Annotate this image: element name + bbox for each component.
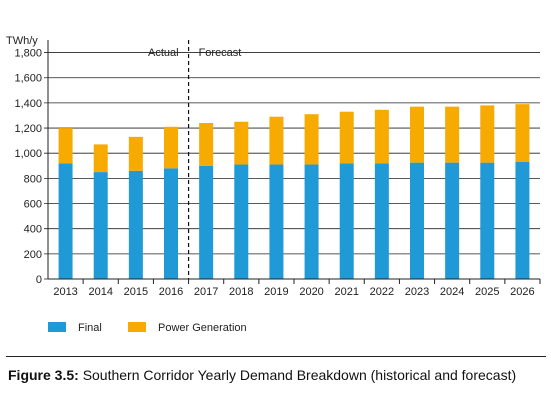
bar-final xyxy=(374,163,389,279)
bars xyxy=(58,104,530,279)
x-tick-labels: 2013 2014 2015 2016 2017 2018 2019 2020 2021 2022… xyxy=(53,279,541,298)
legend: Final Power Generation xyxy=(48,322,247,334)
bar-power-generation xyxy=(93,144,108,173)
x-tick-label: 2024 xyxy=(440,286,464,298)
x-tick-label: 2021 xyxy=(334,286,358,298)
bar-final xyxy=(128,170,143,279)
x-tick-label: 2014 xyxy=(88,286,112,298)
bar-power-generation xyxy=(164,126,178,169)
legend-swatch xyxy=(128,322,146,332)
x-tick-label: 2020 xyxy=(299,286,323,298)
y-tick-label: 1,600 xyxy=(14,73,42,85)
actual-label: Actual xyxy=(148,47,179,59)
x-tick-label: 2025 xyxy=(475,286,499,298)
bar-power-generation xyxy=(304,114,319,165)
x-tick-label: 2015 xyxy=(124,286,148,298)
x-tick-label: 2022 xyxy=(370,286,394,298)
bar-final xyxy=(515,162,530,279)
bar-power-generation xyxy=(128,136,143,171)
y-tick-label: 400 xyxy=(24,224,42,236)
bar-final xyxy=(445,162,460,279)
x-tick-label: 2016 xyxy=(159,286,183,298)
x-tick-label: 2023 xyxy=(405,286,429,298)
y-tick-label: 0 xyxy=(36,274,42,286)
bar-power-generation xyxy=(58,128,73,164)
gridlines xyxy=(44,52,540,280)
y-tick-labels: 0 200 400 600 800 1,000 1,200 1,400 1,600 1,800 xyxy=(14,48,42,286)
y-tick-label: 1,400 xyxy=(14,98,42,110)
figure-number: Figure 3.5: xyxy=(8,367,79,383)
y-tick-label: 1,200 xyxy=(14,123,42,135)
chart: 0 200 400 600 800 1,000 1,200 1,400 1,600 1,800 2… xyxy=(6,35,541,334)
bar-final xyxy=(164,168,178,279)
bar-final xyxy=(58,163,73,279)
bar-power-generation xyxy=(410,106,424,163)
bar-power-generation xyxy=(339,111,354,164)
figure-caption: Figure 3.5: Southern Corridor Yearly Dem… xyxy=(8,367,516,383)
x-tick-label: 2026 xyxy=(510,286,534,298)
bar-power-generation xyxy=(269,116,284,165)
x-tick-label: 2013 xyxy=(53,286,77,298)
figure-title: Southern Corridor Yearly Demand Breakdow… xyxy=(82,367,517,383)
x-tick-label: 2017 xyxy=(194,286,218,298)
bar-final xyxy=(269,164,284,279)
bar-power-generation xyxy=(199,123,214,166)
bar-final xyxy=(199,165,214,279)
y-tick-label: 600 xyxy=(24,199,42,211)
bar-final xyxy=(480,162,495,279)
y-tick-label: 1,000 xyxy=(14,148,42,160)
bar-power-generation xyxy=(515,104,530,163)
y-tick-label: 1,800 xyxy=(14,48,42,60)
legend-label: Power Generation xyxy=(158,322,247,334)
x-tick-label: 2018 xyxy=(229,286,253,298)
y-tick-label: 200 xyxy=(24,249,42,261)
legend-swatch xyxy=(48,322,66,332)
caption-divider xyxy=(6,356,546,357)
y-axis-unit-label: TWh/y xyxy=(6,35,38,47)
bar-final xyxy=(410,162,424,279)
bar-power-generation xyxy=(480,105,495,163)
bar-power-generation xyxy=(445,106,460,163)
bar-final xyxy=(304,164,319,279)
x-tick-label: 2019 xyxy=(264,286,288,298)
bar-final xyxy=(93,172,108,279)
bar-power-generation xyxy=(374,109,389,164)
y-tick-label: 800 xyxy=(24,173,42,185)
legend-label: Final xyxy=(78,322,102,334)
bar-power-generation xyxy=(234,121,249,165)
forecast-label: Forecast xyxy=(199,47,242,59)
bar-final xyxy=(234,164,249,279)
bar-final xyxy=(339,163,354,279)
